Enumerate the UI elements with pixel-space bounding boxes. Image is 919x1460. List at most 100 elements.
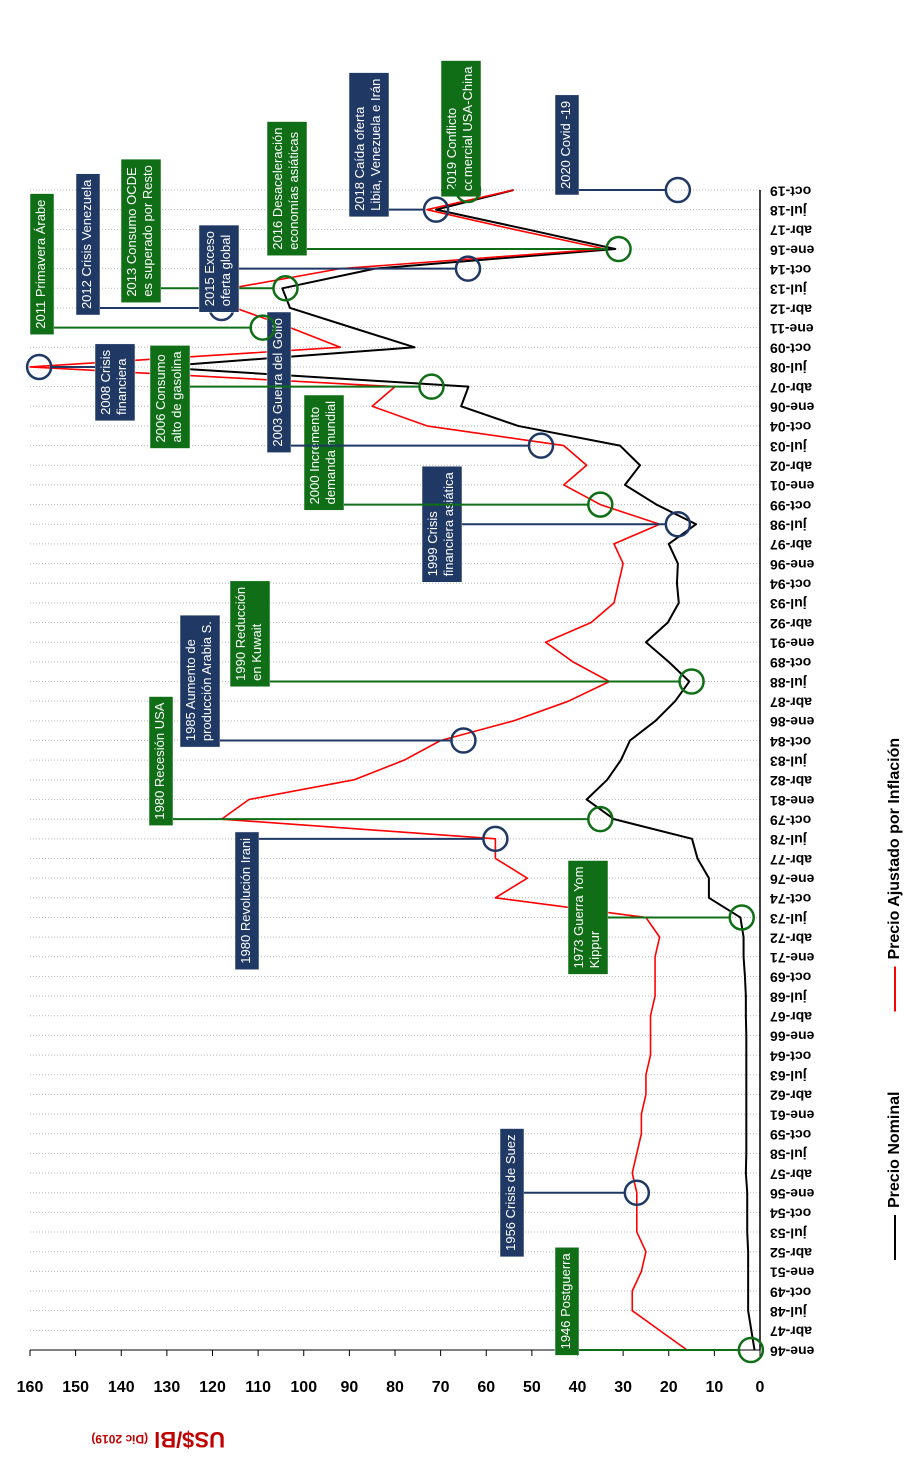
x-tick-label: abr-62 [770, 1088, 812, 1104]
legend-label: Precio Ajustado por Inflación [886, 738, 903, 960]
annotation-text: 2016 Desaceleracióneconomías asiáticas [270, 128, 301, 250]
annotation-marker [450, 727, 477, 754]
x-tick-label: jul-68 [770, 989, 808, 1005]
x-tick-label: abr-07 [770, 380, 812, 396]
x-tick-label: abr-82 [770, 773, 812, 789]
y-tick-label: 100 [290, 1379, 317, 1396]
annotation-line: comercial USA-China [460, 66, 475, 191]
annotation-box [266, 311, 292, 453]
x-tick-label: oct-49 [770, 1284, 811, 1300]
y-tick-label: 130 [154, 1379, 181, 1396]
annotation-marker [454, 255, 482, 282]
x-tick-label: abr-12 [770, 301, 812, 317]
annotation-line: en Kuwait [249, 623, 264, 680]
annotation-line: 2018 Caída oferta [352, 106, 367, 211]
x-tick-label: ene-81 [770, 793, 815, 809]
x-tick-label: jul-73 [770, 911, 808, 927]
rotated-plot: US$/Bl (Dic 2019) ene-46 abr-47 jul-48 oct-4… [17, 60, 903, 1452]
annotation-line: 1946 Postguerra [558, 1253, 573, 1350]
annotation-line: 1956 Crisis de Suez [503, 1135, 518, 1251]
annotation-text: 2012 Crisis Venezuela [79, 179, 94, 309]
annotation-box [149, 345, 191, 449]
annotation-marker [482, 825, 509, 853]
annotation-marker [422, 196, 450, 223]
annotation-line: 1973 Guerra Yom [571, 867, 586, 969]
x-tick-label: oct-99 [770, 498, 811, 514]
y-tick-label: 110 [245, 1379, 271, 1396]
y-tick-label: 60 [477, 1379, 495, 1396]
y-tick-label: 70 [432, 1379, 450, 1396]
annotation-marker [418, 373, 445, 400]
annotation-line: oferta global [218, 235, 233, 307]
x-tick-label: jul-98 [770, 518, 808, 534]
x-tick-label: ene-96 [770, 557, 815, 573]
annotation-marker [527, 432, 555, 459]
annotation-line: 2000 Incremento [307, 407, 322, 505]
legend-label: Precio Nominal [886, 1092, 903, 1208]
annotation-text: 2006 Consumoalto de gasolina [153, 351, 184, 443]
y-tick-label: 40 [569, 1379, 587, 1396]
annotation-box [554, 1247, 580, 1356]
annotation-line: 2016 Desaceleración [270, 128, 285, 250]
annotation-text: 1980 Revolución Irani [238, 838, 253, 964]
x-tick-label: oct-84 [770, 734, 811, 750]
annotation-text: 1946 Postguerra [558, 1253, 573, 1350]
annotation-marker [678, 668, 705, 695]
x-tick-label: ene-56 [770, 1186, 815, 1202]
annotation-box [29, 193, 55, 335]
x-tick-label: oct-59 [770, 1127, 811, 1143]
x-tick-label: oct-14 [770, 262, 811, 278]
x-tick-label: abr-02 [770, 459, 812, 475]
annotation-line: 1999 Crisis [425, 511, 440, 577]
annotation-marker [623, 1179, 651, 1206]
y-tick-label: 120 [199, 1379, 226, 1396]
x-tick-label: abr-47 [770, 1324, 812, 1340]
annotation-text: 2011 Primavera Árabe [33, 200, 48, 329]
annotation-marker [272, 275, 299, 302]
annotation-text: 1999 Crisisfinanciera asiática [425, 471, 456, 576]
annotation-text: 2020 Covid -19 [558, 101, 573, 189]
annotation-line: 2015 Exceso [202, 231, 217, 306]
x-tick-label: jul-58 [770, 1147, 808, 1163]
annotation-marker [587, 491, 614, 518]
x-tick-label: ene-61 [770, 1107, 815, 1123]
annotation-box [148, 696, 174, 826]
x-tick-label: abr-57 [770, 1166, 812, 1182]
annotation-line: 1980 Recesión USA [152, 702, 167, 819]
annotation-marker [249, 314, 276, 341]
x-tick-label: jul-53 [770, 1225, 808, 1241]
annotation-line: 2008 Crisis [98, 349, 113, 415]
annotation-line: alto de gasolina [169, 351, 184, 443]
annotation-line: 2011 Primavera Árabe [33, 200, 48, 329]
annotation-line: 2013 Consumo OCDE [124, 167, 139, 297]
annotation-text: 1990 Reducciónen Kuwait [233, 587, 264, 681]
x-tick-label: oct-89 [770, 655, 811, 671]
y-tick-label: 0 [756, 1379, 765, 1396]
annotation-text: 2000 Incrementodemanda mundial [307, 401, 338, 504]
y-tick-label: 30 [614, 1379, 632, 1396]
annotation-marker [664, 510, 692, 538]
annotation-line: 2003 Guerra del Golfo [270, 318, 285, 447]
annotation-line: es superado por Resto [140, 165, 155, 297]
x-tick-label: abr-52 [770, 1245, 812, 1261]
x-tick-label: jul-83 [770, 753, 808, 769]
x-tick-label: jul-88 [770, 675, 808, 691]
annotation-line: 2012 Crisis Venezuela [79, 179, 94, 309]
annotation-line: economías asiáticas [286, 131, 301, 249]
annotation-marker [664, 176, 692, 204]
annotation-text: 1956 Crisis de Suez [503, 1135, 518, 1251]
y-tick-label: 50 [523, 1379, 541, 1396]
annotation-line: financiera asiática [441, 471, 456, 576]
x-tick-label: oct-09 [770, 341, 811, 357]
x-tick-label: abr-17 [770, 223, 812, 239]
x-tick-label: oct-64 [770, 1048, 811, 1064]
annotation-marker [587, 805, 614, 833]
annotation-line: 2006 Consumo [153, 354, 168, 442]
annotation-line: Kippur [587, 930, 602, 968]
y-axis-title-note: (Dic 2019) [91, 1432, 148, 1446]
x-tick-label: abr-87 [770, 694, 812, 710]
x-tick-label: ene-76 [770, 871, 815, 887]
annotation-box [179, 614, 221, 748]
x-tick-label: jul-18 [770, 203, 808, 219]
